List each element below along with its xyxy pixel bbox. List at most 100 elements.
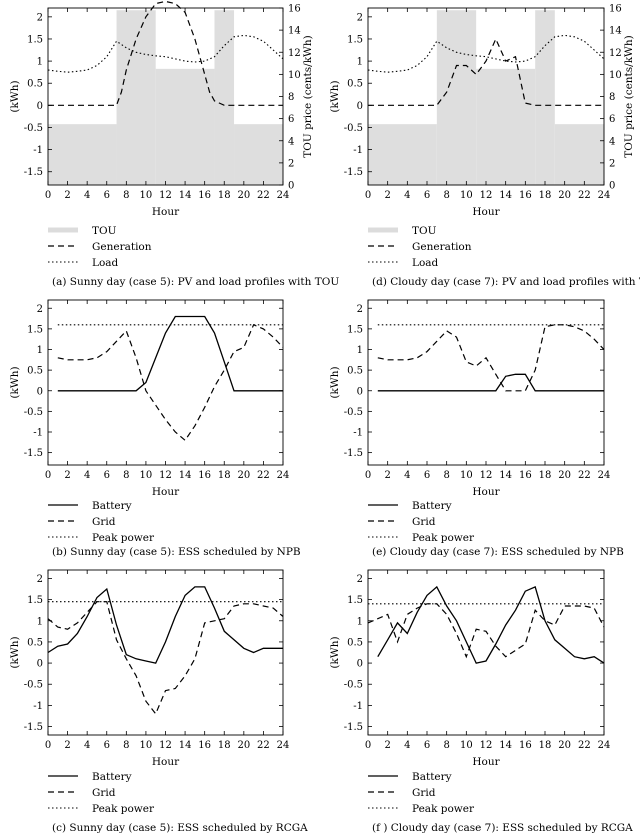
series-line-load — [367, 34, 605, 73]
tou-bar — [234, 124, 283, 185]
y2-axis-label: TOU price (cents/kWh) — [623, 35, 635, 157]
y2-tick-label: 10 — [288, 70, 301, 81]
y-axis-label: (kWh) — [329, 80, 341, 112]
series-line-battery — [377, 373, 604, 392]
y-tick-label: -1 — [33, 701, 43, 712]
chart-e: 0 2 4 6 8 10 12 14 16 18 20 22 24-1.5-1-0.500.511.52… — [329, 299, 624, 558]
y2-tick-label: 8 — [609, 92, 615, 103]
x-tick-label: 16 — [198, 740, 211, 751]
legend-label: Load — [412, 257, 439, 269]
series-line-grid — [47, 601, 284, 715]
y-tick-label: -0.5 — [24, 123, 43, 134]
x-tick-label: 2 — [64, 470, 70, 481]
y2-tick-label: 0 — [609, 181, 615, 192]
y2-tick-label: 16 — [609, 4, 622, 15]
legend-label: Grid — [412, 516, 436, 528]
plot-frame — [47, 569, 284, 736]
y2-tick-label: 6 — [609, 114, 615, 125]
x-tick-label: 24 — [598, 470, 611, 481]
y-tick-label: 2 — [357, 12, 363, 23]
legend-label: Peak power — [412, 532, 475, 544]
x-tick-label: 20 — [237, 470, 250, 481]
y-tick-label: 0.5 — [347, 366, 363, 377]
chart-c: 0 2 4 6 8 10 12 14 16 18 20 22 24-1.5-1-0.500.511.52… — [9, 569, 308, 834]
x-tick-label: 10 — [140, 470, 153, 481]
x-tick-label: 12 — [480, 740, 493, 751]
legend-label: Grid — [412, 787, 436, 799]
x-tick-label: 14 — [499, 190, 512, 201]
chart-a: 0 2 4 6 8 10 12 14 16 18 20 22 24-1.5-1-0.500.511.52… — [9, 0, 339, 288]
x-tick-label: 12 — [480, 190, 493, 201]
x-tick-label: 0 — [365, 470, 371, 481]
x-tick-label: 16 — [519, 190, 532, 201]
x-tick-label: 2 — [64, 190, 70, 201]
legend-label: Peak power — [412, 803, 475, 815]
y-tick-label: 2 — [37, 574, 43, 585]
legend-label: Generation — [92, 241, 152, 253]
y-tick-label: 1.5 — [27, 595, 43, 606]
y-tick-label: -1 — [353, 428, 363, 439]
y-tick-label: 1.5 — [27, 324, 43, 335]
x-tick-label: 22 — [257, 190, 270, 201]
y-tick-label: -0.5 — [24, 680, 43, 691]
x-axis-label: Hour — [472, 756, 500, 768]
x-tick-label: 4 — [84, 740, 90, 751]
x-tick-label: 2 — [384, 470, 390, 481]
subfigure-caption: (d) Cloudy day (case 7): PV and load pro… — [372, 276, 640, 288]
y2-tick-label: 12 — [288, 48, 301, 59]
series-line-grid — [367, 603, 605, 659]
y-tick-label: 1 — [357, 57, 363, 68]
tou-bar — [116, 10, 156, 186]
legend-label: Battery — [92, 500, 132, 512]
y-tick-label: -1 — [33, 145, 43, 156]
x-tick-label: 22 — [257, 470, 270, 481]
x-tick-label: 6 — [424, 190, 430, 201]
y2-tick-label: 12 — [609, 48, 622, 59]
legend-label: Battery — [412, 500, 452, 512]
y-tick-label: -0.5 — [344, 123, 363, 134]
x-tick-label: 4 — [404, 740, 410, 751]
y2-tick-label: 4 — [288, 136, 294, 147]
series-line-load — [47, 34, 284, 73]
x-tick-label: 4 — [404, 470, 410, 481]
x-tick-label: 16 — [519, 740, 532, 751]
x-tick-label: 4 — [404, 190, 410, 201]
legend-label: Grid — [92, 787, 116, 799]
x-tick-label: 6 — [424, 740, 430, 751]
y-tick-label: -0.5 — [24, 407, 43, 418]
tou-bar — [214, 10, 235, 186]
series-line-battery — [57, 315, 283, 392]
y-axis-label: (kWh) — [329, 636, 341, 668]
x-tick-label: 18 — [539, 190, 552, 201]
chart-b: 0 2 4 6 8 10 12 14 16 18 20 22 24-1.5-1-0.500.511.52… — [9, 299, 301, 558]
x-tick-label: 8 — [443, 740, 449, 751]
x-tick-label: 20 — [558, 190, 571, 201]
tou-bar — [155, 68, 215, 185]
y-axis-label: (kWh) — [329, 366, 341, 398]
x-tick-label: 6 — [424, 470, 430, 481]
subfigure-caption: (b) Sunny day (case 5): ESS scheduled by… — [52, 546, 301, 558]
x-tick-label: 22 — [257, 740, 270, 751]
x-tick-label: 6 — [104, 190, 110, 201]
y-tick-label: -1.5 — [24, 448, 43, 459]
x-tick-label: 12 — [480, 470, 493, 481]
legend-label: TOU — [412, 225, 437, 237]
y2-tick-label: 10 — [609, 70, 622, 81]
legend-label: Peak power — [92, 532, 155, 544]
y-tick-label: -1 — [353, 145, 363, 156]
x-tick-label: 16 — [519, 470, 532, 481]
series-line-grid — [57, 324, 284, 442]
x-tick-label: 22 — [578, 740, 591, 751]
x-tick-label: 20 — [237, 190, 250, 201]
tou-bar — [368, 124, 437, 185]
series-line-generation — [368, 37, 604, 106]
x-tick-label: 10 — [460, 190, 473, 201]
y-tick-label: 0 — [37, 659, 43, 670]
x-tick-label: 18 — [218, 190, 231, 201]
x-tick-label: 12 — [159, 470, 172, 481]
x-tick-label: 10 — [140, 740, 153, 751]
x-tick-label: 24 — [277, 190, 290, 201]
x-tick-label: 24 — [598, 740, 611, 751]
x-tick-label: 24 — [598, 190, 611, 201]
